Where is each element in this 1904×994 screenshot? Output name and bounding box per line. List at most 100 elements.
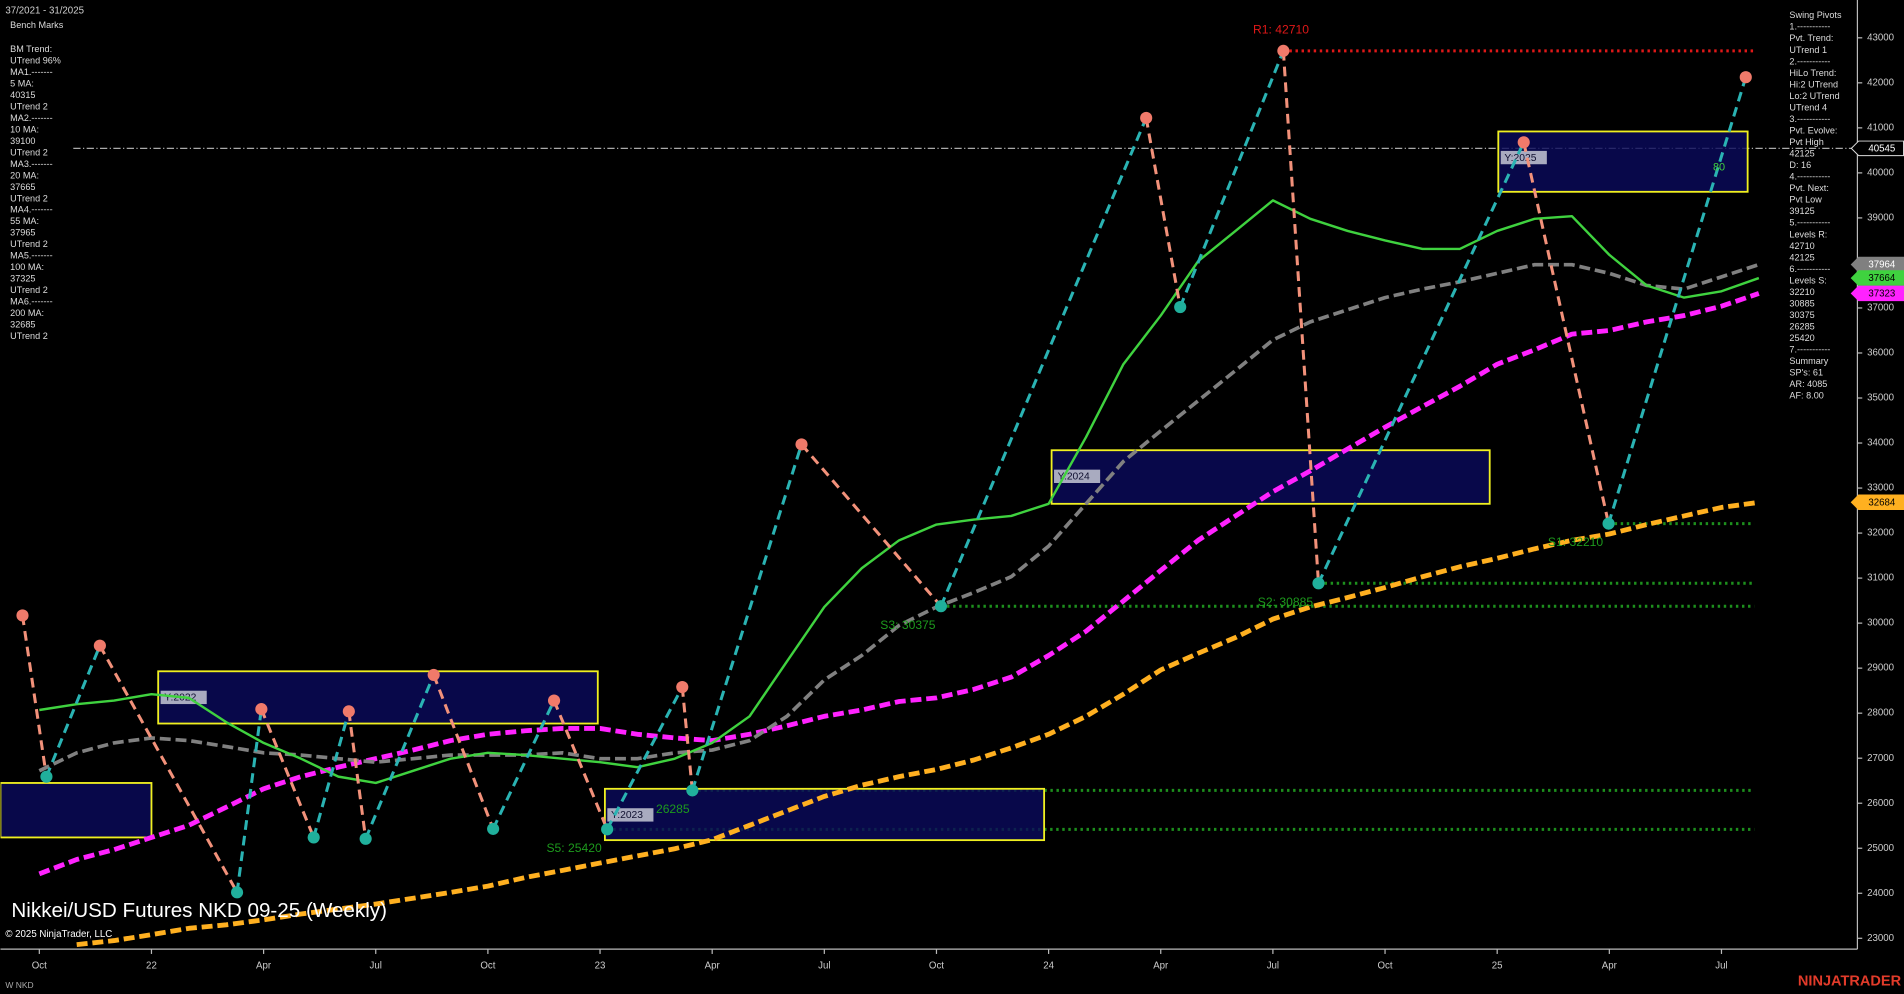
pivot-high [676,680,689,694]
y-tick-label: 34000 [1867,438,1895,449]
pivot-low [934,600,948,613]
swing-pivot-text: 25420 [1789,333,1814,343]
y-tick-label: 42000 [1867,77,1895,88]
y-tick-label: 41000 [1867,122,1895,133]
x-tick-label: Oct [1378,961,1393,972]
pivot-low [40,770,53,783]
x-tick-label: Oct [929,961,944,972]
x-tick-label: Oct [32,961,47,972]
swing-pivot-text: SP's: 61 [1789,368,1823,378]
x-tick-label: 25 [1492,961,1503,972]
y-tick-label: 35000 [1867,393,1895,404]
symbol: W NKD [5,980,33,990]
level-label: S3: 30375 [880,618,936,632]
swing-pivot-text: Hi:2 UTrend [1789,79,1838,89]
swing-pivot-text: Pvt. Trend: [1789,33,1833,43]
yearly-box [157,670,599,725]
pivot-leg [45,645,102,778]
benchmark-text: 32685 [10,319,35,329]
benchmark-text: UTrend 2 [10,102,48,112]
pivot-leg [432,674,495,830]
benchmark-text: MA5.------- [10,251,52,261]
x-tick-label: Apr [1153,961,1169,972]
swing-pivot-text: 2.----------- [1789,56,1830,66]
pivot-leg [552,699,609,830]
swing-pivot-text: Levels R: [1789,229,1827,239]
pivot-leg [1178,50,1285,308]
yearly-box-label: Y:2024 [1058,472,1090,483]
swing-pivot-text: 32210 [1789,287,1814,297]
chart-title: Nikkei/USD Futures NKD 09-25 (Weekly) [11,899,387,922]
benchmark-text: MA1.------- [10,67,52,77]
pivot-low [487,822,500,835]
moving-average [39,199,1760,785]
pivot-low [1312,577,1325,590]
swing-pivot-text: AF: 8.00 [1789,391,1823,401]
swing-pivot-text: Pvt High [1789,137,1823,147]
swing-pivot-text: Pvt. Next: [1789,183,1828,193]
swing-pivot-text: AR: 4085 [1789,379,1827,389]
y-tick-label: 40000 [1867,167,1895,178]
benchmark-text: BM Trend: [10,44,52,54]
swing-pivot-text: 6.----------- [1789,264,1830,274]
benchmark-text: UTrend 2 [10,193,48,203]
benchmark-text: MA3.------- [10,159,52,169]
yearly-box-tag [1500,150,1547,165]
swing-pivot-text: 30375 [1789,310,1814,320]
y-tick-label: 32000 [1867,528,1895,539]
pivot-low [230,886,244,899]
pivot-high [795,438,808,451]
x-tick-label: Jul [818,961,830,972]
swing-pivot-text: Pvt Low [1789,195,1822,205]
x-tick-label: Jul [1715,961,1727,972]
y-tick-label: 39000 [1867,212,1895,223]
swing-pivot-text: 5.----------- [1789,218,1830,228]
x-tick-label: 22 [146,961,157,972]
benchmark-text: 200 MA: [10,308,44,318]
benchmark-text: UTrend 96% [10,56,61,66]
swing-pivot-text: D: 16 [1789,160,1811,170]
swing-pivot-text: 1.----------- [1789,22,1830,32]
swing-pivot-text: Swing Pivots [1789,10,1842,20]
y-tick-label: 33000 [1867,483,1895,494]
benchmark-text: 37665 [10,182,35,192]
swing-pivot-text: 4.----------- [1789,172,1830,182]
swing-pivot-text: 30885 [1789,298,1814,308]
pivot-high [1517,136,1530,149]
pivot-low [359,832,372,845]
pivot-high [93,639,106,652]
benchmark-text: Bench Marks [10,20,64,30]
pivot-leg [939,117,1148,607]
pivot-high [1140,111,1153,125]
benchmark-text: UTrend 2 [10,285,48,295]
pivot-leg [312,710,351,838]
y-tick-label: 43000 [1867,32,1895,43]
level-label: R1: 42710 [1253,22,1309,36]
pivot-leg [1281,50,1321,584]
copyright: © 2025 NinjaTrader, LLC [5,929,112,940]
pivot-leg [1522,141,1611,524]
x-tick-label: 24 [1043,961,1054,972]
brand: NINJATRADER [1798,974,1902,990]
benchmark-text: UTrend 2 [10,239,48,249]
swing-pivot-text: UTrend 1 [1789,45,1827,55]
swing-pivot-text: 26285 [1789,321,1814,331]
pivot-leg [20,615,48,777]
y-tick-label: 36000 [1867,348,1895,359]
benchmark-text: MA6.------- [10,296,52,306]
swing-pivot-text: Summary [1789,356,1828,366]
pivot-high [1739,71,1752,84]
pivot-high [427,668,440,681]
swing-pivot-text: 42125 [1789,149,1814,159]
pivot-leg [491,699,556,830]
moving-average [38,262,1760,773]
x-tick-label: Oct [480,961,495,972]
yearly-box-label: Y:2025 [1504,153,1536,164]
benchmark-text: 5 MA: [10,79,34,89]
y-tick-label: 25000 [1867,843,1895,854]
pivot-low [601,823,614,836]
x-tick-label: Apr [705,961,721,972]
pivot-leg [800,443,943,608]
